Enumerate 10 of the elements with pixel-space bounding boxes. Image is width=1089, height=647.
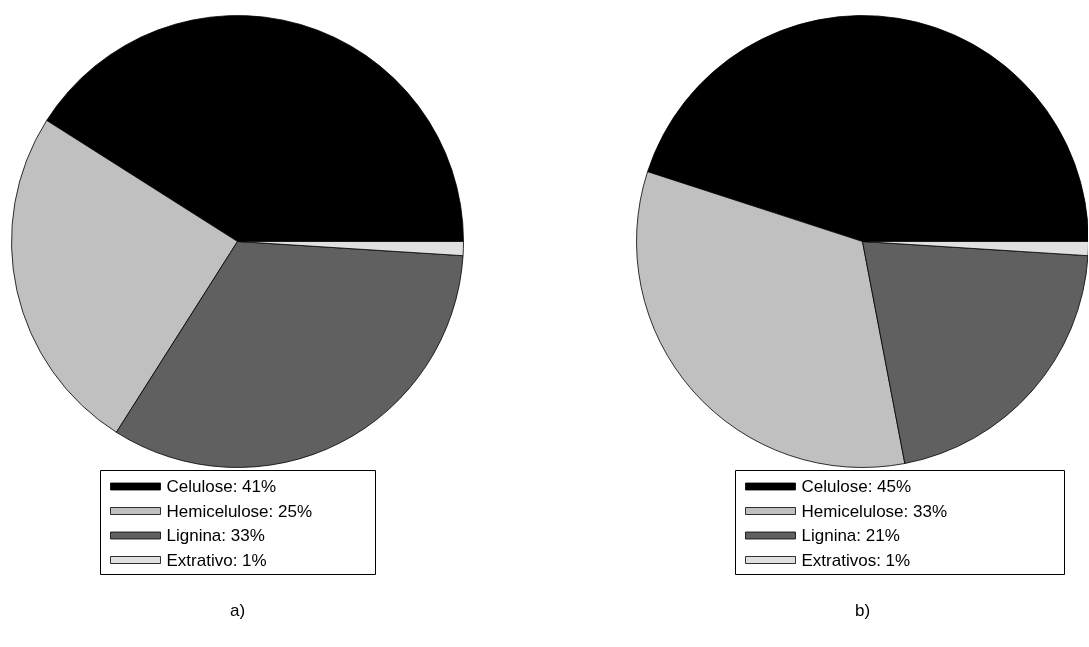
legend-label: Celulose: 45% — [801, 477, 912, 496]
legend-label: Lignina: 21% — [801, 526, 900, 545]
text: b) — [854, 601, 871, 620]
legend-label: Lignina: 33% — [166, 526, 265, 545]
legend-label: Hemicelulose: 25% — [166, 501, 313, 521]
legend-label: Extrativos: 1% — [801, 550, 911, 570]
text: a) — [229, 601, 246, 620]
legend-label: Hemicelulose: 33% — [801, 501, 948, 521]
legend-label: Extrativo: 1% — [166, 550, 267, 570]
legend-label: Celulose: 41% — [166, 477, 277, 496]
